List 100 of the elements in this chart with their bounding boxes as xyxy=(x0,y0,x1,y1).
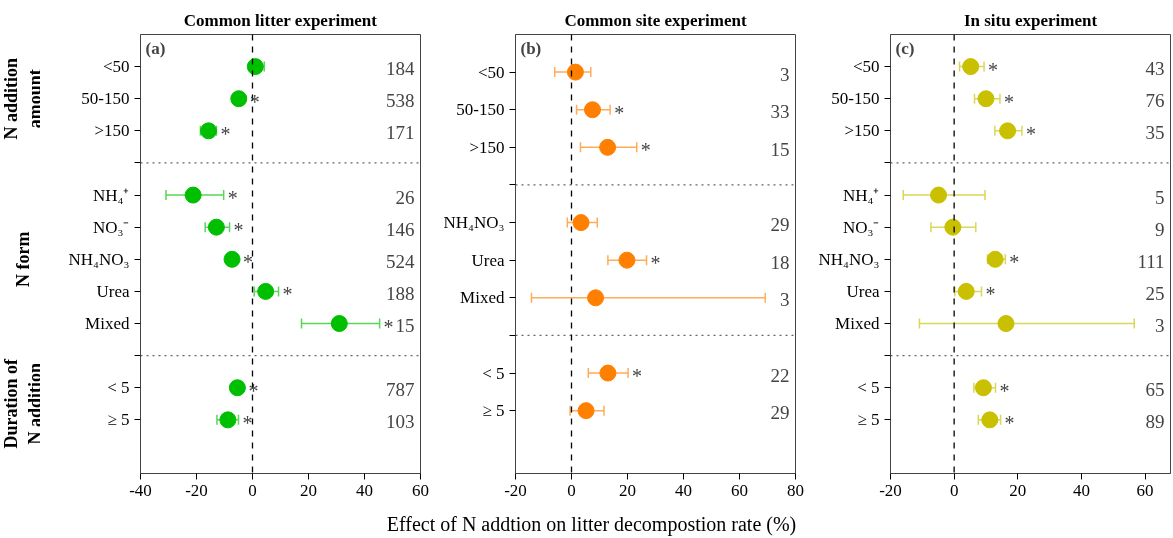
point xyxy=(997,315,1015,333)
data-label: * xyxy=(650,252,661,275)
annotation: 184 xyxy=(386,58,415,80)
annotation: 103 xyxy=(386,411,415,433)
annotation: 188 xyxy=(386,282,415,304)
annotation: 89 xyxy=(1145,411,1165,433)
x-tick-label: 0 xyxy=(567,480,576,500)
annotation: 26 xyxy=(395,186,415,208)
annotation: 33 xyxy=(770,101,790,123)
annotation: 25 xyxy=(1145,282,1165,304)
point xyxy=(566,63,584,81)
point xyxy=(223,250,241,268)
y-tick-label: ≥ 5 xyxy=(857,410,880,430)
data-label: * xyxy=(243,251,254,274)
y-tick-label: NO₃⁻ xyxy=(93,217,130,237)
y-tick-label: >150 xyxy=(844,121,880,141)
text: Duration of N addition xyxy=(0,358,45,449)
x-axis-title: Effect of N addtion on litter decompostion rate (%) xyxy=(386,512,797,538)
y-tick-label: ≥ 5 xyxy=(107,410,130,430)
data-label: * xyxy=(383,315,394,338)
y-tick-label: >150 xyxy=(469,137,505,157)
annotation: 76 xyxy=(1145,90,1165,112)
y-tick-label: <50 xyxy=(477,62,505,82)
point xyxy=(577,402,595,420)
y-tick-label: Mixed xyxy=(835,314,880,334)
x-tick-label: 0 xyxy=(949,480,959,500)
data-label: * xyxy=(282,283,293,306)
annotation: 43 xyxy=(1145,58,1165,80)
y-tick-label: NH₄⁺ xyxy=(843,185,880,205)
data-label: * xyxy=(985,283,996,306)
annotation: 65 xyxy=(1145,379,1165,401)
y-tick-label: Mixed xyxy=(460,288,505,308)
y-tick-label: >150 xyxy=(94,121,130,141)
annotation: 5 xyxy=(1155,186,1165,208)
chart-title: Common site experiment xyxy=(564,10,747,30)
annotation: 15 xyxy=(395,315,415,337)
annotation: (a) xyxy=(145,38,166,58)
data-label: * xyxy=(227,187,238,210)
data-label: * xyxy=(233,219,244,242)
x-tick-label: 20 xyxy=(619,480,636,500)
data-label: * xyxy=(640,139,651,162)
y-tick-label: < 5 xyxy=(857,378,880,398)
y-tick-label: NO₃⁻ xyxy=(843,217,880,237)
point xyxy=(962,58,980,76)
point xyxy=(599,138,617,156)
data-label: * xyxy=(1025,122,1036,145)
point xyxy=(599,364,617,382)
annotation: (b) xyxy=(520,38,542,58)
y-tick-label: 50-150 xyxy=(831,89,880,109)
chart-title: In situ experiment xyxy=(963,10,1098,30)
point xyxy=(587,289,605,307)
y-tick-label: Urea xyxy=(846,281,880,301)
data-label: * xyxy=(249,90,260,113)
y-tick-label: 50-150 xyxy=(81,89,130,109)
chart-title: Common litter experiment xyxy=(183,10,378,30)
annotation: 3 xyxy=(780,289,790,311)
annotation: 18 xyxy=(770,251,790,273)
annotation: 3 xyxy=(780,63,790,85)
x-tick-label: -20 xyxy=(504,480,527,500)
point xyxy=(944,218,962,236)
annotation: 787 xyxy=(386,379,415,401)
data-label: * xyxy=(248,379,259,402)
data-label: * xyxy=(999,379,1010,402)
y-tick-label: NH₄NO₃ xyxy=(443,213,505,233)
y-tick-label: <50 xyxy=(852,57,880,77)
annotation: 35 xyxy=(1145,122,1165,144)
y-tick-label: NH₄⁺ xyxy=(93,185,130,205)
x-tick-label: -20 xyxy=(879,480,902,500)
annotation: 29 xyxy=(770,402,790,424)
x-tick-label: -20 xyxy=(185,480,208,500)
annotation: 3 xyxy=(1155,315,1165,337)
annotation: 524 xyxy=(386,250,415,272)
data-label: * xyxy=(1003,90,1014,113)
data-label: * xyxy=(988,58,999,81)
data-label: * xyxy=(220,122,231,145)
annotation: 15 xyxy=(770,138,790,160)
data-label: * xyxy=(614,101,625,124)
y-tick-label: Urea xyxy=(96,281,130,301)
x-tick-label: -40 xyxy=(129,480,152,500)
y-tick-label: NH₄NO₃ xyxy=(818,249,880,269)
y-tick-label: ≥ 5 xyxy=(482,401,505,421)
x-tick-label: 40 xyxy=(1072,480,1090,500)
point xyxy=(957,282,975,300)
y-tick-label: Urea xyxy=(471,250,505,270)
point xyxy=(330,315,348,333)
point xyxy=(584,101,601,119)
point xyxy=(974,379,992,397)
point xyxy=(207,218,225,236)
x-tick-label: 40 xyxy=(356,480,373,500)
point xyxy=(977,90,995,108)
x-tick-label: 60 xyxy=(412,480,429,500)
y-tick-label: <50 xyxy=(102,57,130,77)
point xyxy=(257,282,275,300)
annotation: (c) xyxy=(895,38,915,58)
point xyxy=(999,122,1017,140)
annotation: 9 xyxy=(1155,218,1165,240)
annotation: 146 xyxy=(386,218,415,240)
point xyxy=(572,214,590,232)
data-label: * xyxy=(632,365,643,388)
x-tick-label: 0 xyxy=(248,480,257,500)
